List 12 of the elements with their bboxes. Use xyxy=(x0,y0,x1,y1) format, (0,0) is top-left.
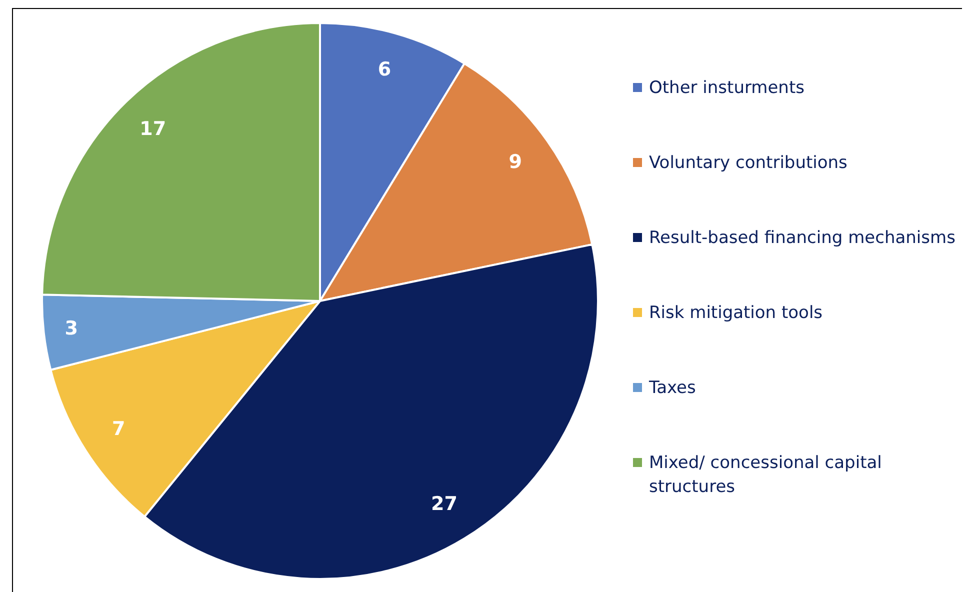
legend-label: Mixed/ concessional capital structures xyxy=(649,452,883,498)
data-label: 17 xyxy=(140,117,166,140)
data-label: 7 xyxy=(112,417,126,440)
legend-label: Other insturments xyxy=(649,76,804,100)
legend-label: Voluntary contributions xyxy=(649,152,848,174)
data-label: 9 xyxy=(508,150,522,173)
legend-label: Result-based financing mechanisms xyxy=(649,226,956,250)
data-label: 27 xyxy=(430,492,458,515)
data-label: 3 xyxy=(64,316,78,339)
legend-label: Taxes xyxy=(649,376,696,400)
data-label: 6 xyxy=(378,58,392,80)
legend-label: Risk mitigation tools xyxy=(649,302,823,324)
